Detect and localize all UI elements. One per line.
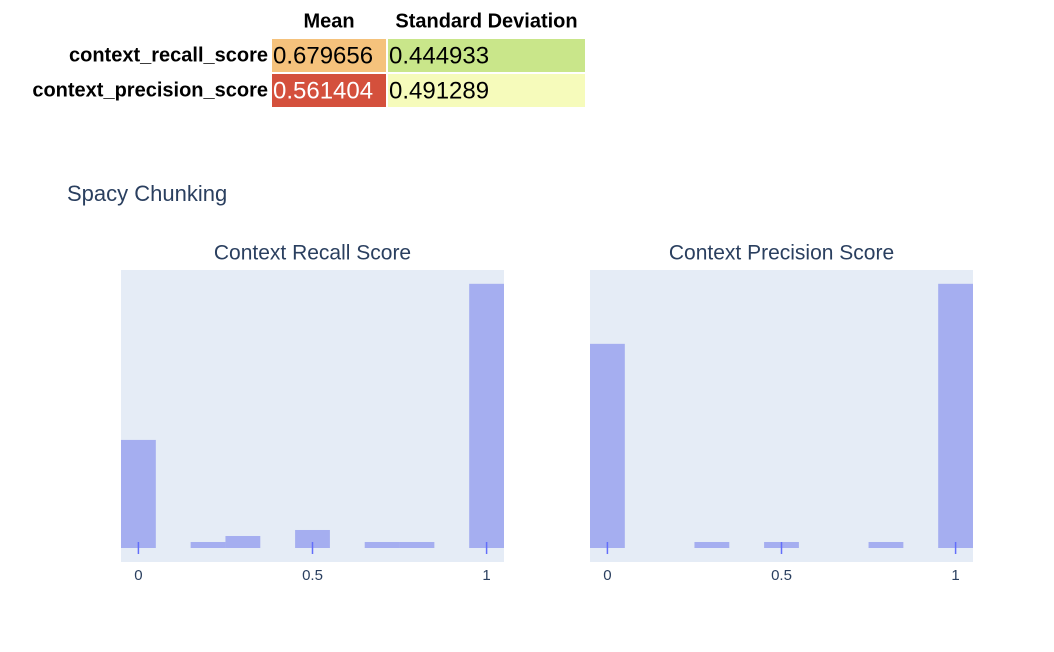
table-cell xyxy=(388,39,585,72)
bar xyxy=(938,283,973,548)
bar xyxy=(295,529,330,548)
bar xyxy=(364,541,400,548)
column-header: Mean xyxy=(303,10,354,32)
plot-area xyxy=(590,270,973,562)
cell-value: 0.679656 xyxy=(273,42,373,69)
x-tick-label: 1 xyxy=(482,567,490,584)
table-cell xyxy=(272,74,386,107)
x-tick-label: 0 xyxy=(134,567,142,584)
bar xyxy=(590,343,625,548)
bar xyxy=(399,541,435,548)
row-label: context_precision_score xyxy=(32,79,268,101)
column-header: Standard Deviation xyxy=(395,10,577,32)
figure-title: Spacy Chunking xyxy=(67,181,227,206)
bar xyxy=(190,541,226,548)
x-tick-label: 0.5 xyxy=(771,567,792,584)
bar xyxy=(694,541,730,548)
bar xyxy=(121,439,156,548)
x-tick-label: 0 xyxy=(603,567,611,584)
cell-value: 0.444933 xyxy=(389,42,489,69)
plot-area xyxy=(121,270,504,562)
x-tick-label: 0.5 xyxy=(302,567,323,584)
subplot-title: Context Recall Score xyxy=(214,242,411,265)
bar xyxy=(469,283,504,548)
x-tick-label: 1 xyxy=(951,567,959,584)
cell-value: 0.561404 xyxy=(273,77,373,104)
bar xyxy=(225,535,261,548)
table-cell xyxy=(272,39,386,72)
bar xyxy=(868,541,904,548)
row-label: context_recall_score xyxy=(69,44,268,66)
cell-value: 0.491289 xyxy=(389,77,489,104)
table-cell xyxy=(388,74,585,107)
subplot-title: Context Precision Score xyxy=(669,242,894,265)
